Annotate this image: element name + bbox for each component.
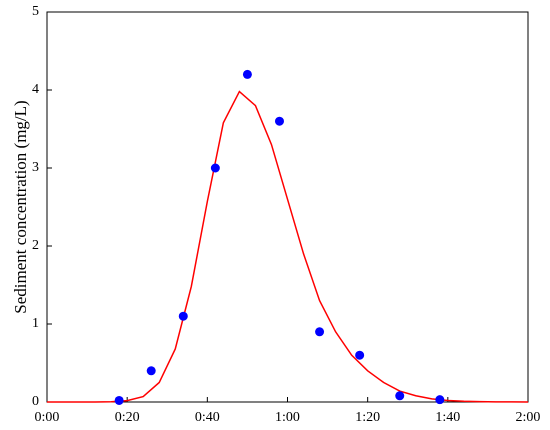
y-tick-label: 0 — [32, 394, 39, 409]
x-tick-label: 1:40 — [435, 410, 460, 425]
plot-frame — [46, 11, 529, 403]
data-point — [210, 163, 220, 173]
y-axis-label: Sediment concentration (mg/L) — [11, 100, 30, 313]
y-tick-label: 3 — [32, 160, 39, 175]
x-tick-label: 2:00 — [516, 410, 541, 425]
data-point — [274, 116, 284, 126]
data-point — [242, 69, 252, 79]
fit-curve — [47, 90, 529, 403]
data-point — [315, 327, 325, 337]
data-point — [395, 391, 405, 401]
x-tick-label: 1:00 — [275, 410, 300, 425]
data-point — [435, 395, 445, 405]
x-tick-label: 0:20 — [115, 410, 140, 425]
data-point — [355, 350, 365, 360]
x-tick-label: 0:00 — [35, 410, 60, 425]
data-point — [146, 366, 156, 376]
y-tick-label: 5 — [32, 4, 39, 19]
x-tick-label: 1:20 — [355, 410, 380, 425]
x-tick-label: 0:40 — [195, 410, 220, 425]
y-tick-label: 1 — [32, 316, 39, 331]
data-point — [114, 395, 124, 405]
y-tick-label: 4 — [32, 82, 39, 97]
data-point — [178, 311, 188, 321]
y-tick-label: 2 — [32, 238, 39, 253]
